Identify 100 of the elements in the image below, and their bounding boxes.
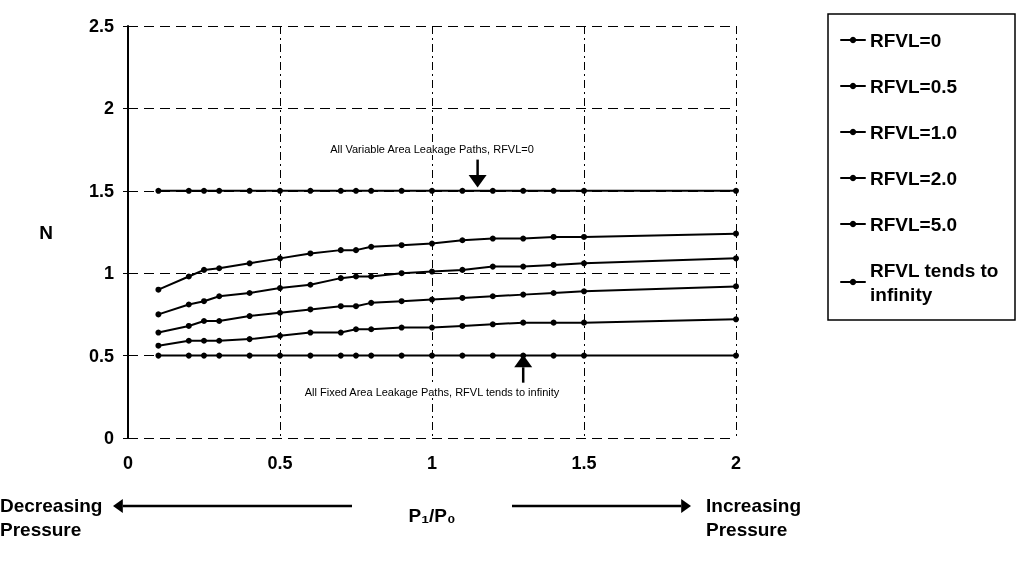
point: [550, 187, 557, 194]
legend-label: RFVL=0.5: [870, 75, 958, 97]
point: [246, 187, 253, 194]
point: [337, 247, 344, 254]
point: [733, 316, 739, 323]
point: [307, 306, 314, 313]
annotation: All Fixed Area Leakage Paths, RFVL tends to infinity: [302, 385, 562, 398]
point: [398, 352, 405, 359]
point: [550, 289, 557, 296]
point: [398, 242, 405, 249]
point: [201, 187, 207, 194]
point: [216, 317, 223, 324]
x-tick-label: 2: [730, 453, 742, 473]
point: [277, 255, 283, 262]
point: [489, 263, 496, 270]
point: [520, 291, 527, 298]
point: [201, 352, 207, 359]
point: [398, 270, 405, 277]
point: [307, 281, 314, 288]
point: [277, 187, 283, 194]
point: [733, 230, 739, 237]
point: [337, 329, 344, 336]
point: [246, 336, 253, 343]
x-axis-title: P₁/P₀: [408, 505, 456, 526]
point: [489, 187, 496, 194]
point: [277, 309, 283, 316]
point: [353, 273, 359, 280]
x-tick-label: 1: [426, 453, 438, 473]
point: [155, 352, 162, 359]
y-tick-label: 2.5: [88, 16, 114, 36]
point: [459, 266, 466, 273]
x-tick-label: 1.5: [571, 453, 597, 473]
point: [353, 303, 359, 310]
point: [550, 352, 557, 359]
point: [368, 352, 375, 359]
point: [155, 329, 162, 336]
point: [398, 324, 405, 331]
point: [337, 303, 344, 310]
point: [216, 337, 223, 344]
point: [489, 352, 496, 359]
point: [398, 187, 405, 194]
point: [277, 285, 283, 292]
point: [429, 240, 435, 247]
point: [550, 261, 557, 268]
point: [337, 275, 344, 282]
point: [489, 321, 496, 328]
point: [216, 293, 223, 300]
point: [459, 187, 466, 194]
x-tick-label: 0: [122, 453, 134, 473]
point: [201, 317, 207, 324]
legend-label: RFVL=1.0: [870, 121, 958, 143]
point: [307, 352, 314, 359]
x-tick-label: 0.5: [267, 453, 293, 473]
point: [581, 187, 587, 194]
point: [185, 273, 192, 280]
point: [429, 352, 435, 359]
point: [307, 250, 314, 257]
point: [733, 187, 739, 194]
text: Decreasing Pressure: [0, 494, 104, 542]
point: [581, 288, 587, 295]
point: [368, 243, 375, 250]
point: [429, 268, 435, 275]
point: [733, 255, 739, 262]
point: [216, 352, 223, 359]
point: [733, 352, 739, 359]
point: [216, 265, 223, 272]
point: [246, 289, 253, 296]
point: [185, 322, 192, 329]
point: [185, 301, 192, 308]
point: [489, 293, 496, 300]
point: [155, 342, 162, 349]
text: Increasing Pressure: [706, 494, 803, 542]
y-tick-label: 1.5: [88, 180, 114, 201]
point: [429, 187, 435, 194]
point: [277, 352, 283, 359]
point: [520, 187, 527, 194]
point: [155, 311, 162, 318]
point: [277, 332, 283, 339]
point: [337, 187, 344, 194]
point: [368, 273, 375, 280]
point: [459, 294, 466, 301]
point: [429, 296, 435, 303]
point: [307, 329, 314, 336]
point: [201, 298, 207, 305]
point: [581, 352, 587, 359]
y-tick-label: 1: [103, 263, 114, 284]
point: [368, 299, 375, 306]
point: [185, 352, 192, 359]
point: [459, 237, 466, 244]
point: [459, 322, 466, 329]
point: [353, 352, 359, 359]
point: [155, 187, 162, 194]
legend-label: RFVL tends to infinity: [870, 259, 1004, 305]
point: [353, 326, 359, 333]
point: [429, 324, 435, 331]
point: [459, 352, 466, 359]
point: [307, 187, 314, 194]
point: [550, 319, 557, 326]
point: [581, 233, 587, 240]
y-axis-title: N: [39, 221, 53, 243]
